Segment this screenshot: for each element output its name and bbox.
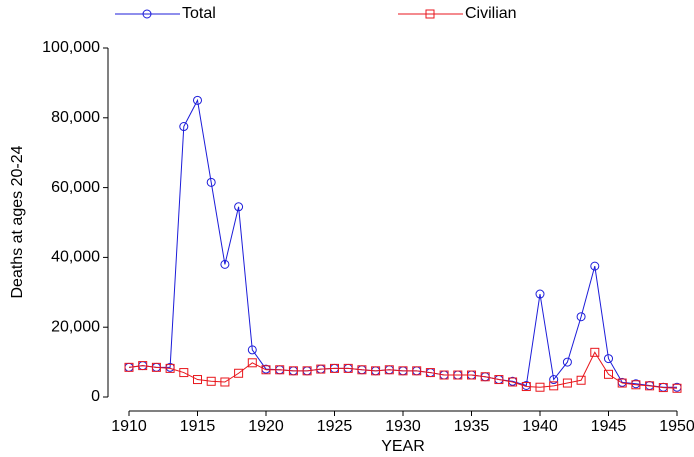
- legend-label: Civilian: [465, 5, 517, 22]
- marker: [412, 366, 422, 376]
- marker: [562, 378, 572, 388]
- marker: [508, 377, 518, 387]
- y-tick-label: 0: [91, 388, 100, 405]
- legend-label: Total: [182, 5, 216, 22]
- marker: [658, 383, 668, 393]
- marker: [343, 363, 353, 373]
- marker: [467, 370, 476, 380]
- marker: [494, 375, 504, 385]
- marker: [138, 361, 148, 371]
- marker: [206, 177, 216, 187]
- marker: [330, 363, 339, 373]
- marker: [384, 365, 394, 375]
- marker: [142, 9, 152, 19]
- marker: [398, 366, 408, 376]
- marker: [617, 378, 627, 388]
- marker: [206, 376, 216, 386]
- marker: [562, 357, 572, 367]
- marker: [576, 375, 586, 385]
- y-tick-label: 60,000: [51, 179, 100, 196]
- x-tick-label: 1945: [591, 418, 627, 435]
- marker: [576, 312, 586, 322]
- marker: [316, 364, 326, 374]
- marker: [275, 365, 285, 375]
- marker: [247, 345, 257, 355]
- y-tick-label: 100,000: [42, 39, 100, 56]
- marker: [288, 366, 298, 376]
- marker: [302, 366, 312, 376]
- marker: [521, 382, 531, 392]
- marker: [234, 202, 244, 212]
- marker: [425, 368, 435, 378]
- marker: [535, 289, 545, 299]
- marker: [535, 382, 545, 392]
- marker: [234, 368, 244, 378]
- x-tick-label: 1930: [385, 418, 421, 435]
- marker: [453, 370, 463, 380]
- marker: [604, 354, 613, 364]
- x-tick-label: 1925: [317, 418, 353, 435]
- marker: [645, 381, 655, 391]
- y-tick-label: 20,000: [51, 318, 100, 335]
- series-line: [128, 98, 677, 388]
- marker: [590, 347, 600, 357]
- marker: [590, 261, 600, 271]
- marker: [371, 366, 381, 376]
- marker: [193, 375, 202, 385]
- marker: [604, 369, 613, 379]
- marker: [151, 362, 161, 372]
- marker: [165, 363, 175, 373]
- marker: [549, 375, 559, 385]
- y-tick-label: 80,000: [51, 109, 100, 126]
- marker: [179, 368, 189, 378]
- marker: [672, 383, 682, 393]
- marker: [220, 377, 230, 387]
- x-tick-label: 1950: [659, 418, 694, 435]
- marker: [439, 370, 449, 380]
- marker: [193, 95, 202, 105]
- marker: [124, 362, 134, 372]
- y-tick-label: 40,000: [51, 249, 100, 266]
- series-line: [128, 351, 678, 389]
- x-tick-label: 1920: [248, 418, 284, 435]
- x-tick-label: 1910: [111, 418, 147, 435]
- marker: [425, 9, 435, 19]
- x-tick-label: 1935: [454, 418, 490, 435]
- marker: [179, 122, 189, 132]
- y-axis-label: Deaths at ages 20-24: [9, 145, 26, 298]
- x-tick-label: 1940: [522, 418, 558, 435]
- marker: [549, 381, 559, 391]
- marker: [631, 380, 641, 390]
- x-tick-label: 1915: [180, 418, 216, 435]
- x-axis-label: YEAR: [381, 438, 425, 455]
- marker: [220, 259, 230, 269]
- marker: [357, 365, 367, 375]
- marker: [480, 372, 490, 382]
- marker: [247, 358, 257, 368]
- marker: [261, 365, 271, 375]
